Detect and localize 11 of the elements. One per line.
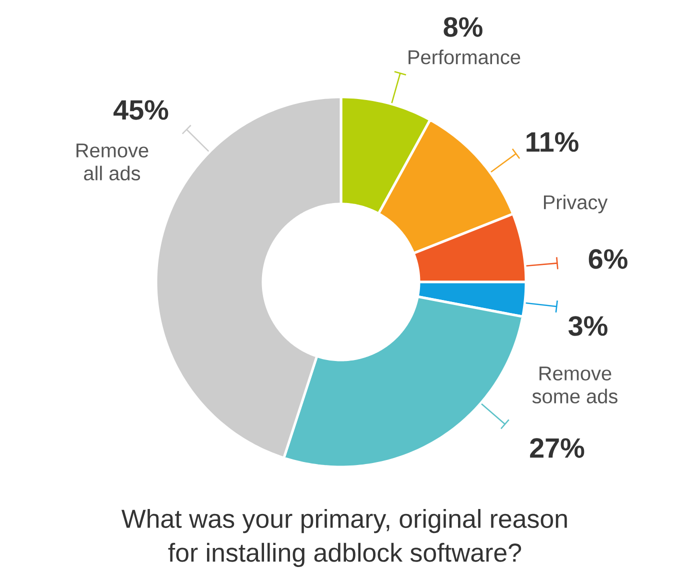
slice-label: Remove all ads [76, 144, 148, 180]
data-label: 27% [530, 438, 584, 458]
text: What was your primary, original reason for installing adblock software? [121, 508, 567, 568]
data-label: 8% [444, 17, 482, 37]
data-label: 6% [588, 249, 628, 269]
slice-label: Performance [408, 50, 520, 64]
slice-label: Privacy [544, 194, 608, 214]
data-label: 45% [114, 100, 168, 120]
slice-label: Remove some ads [532, 366, 618, 404]
data-label: 11% [526, 132, 578, 152]
data-label: 3% [568, 316, 608, 336]
